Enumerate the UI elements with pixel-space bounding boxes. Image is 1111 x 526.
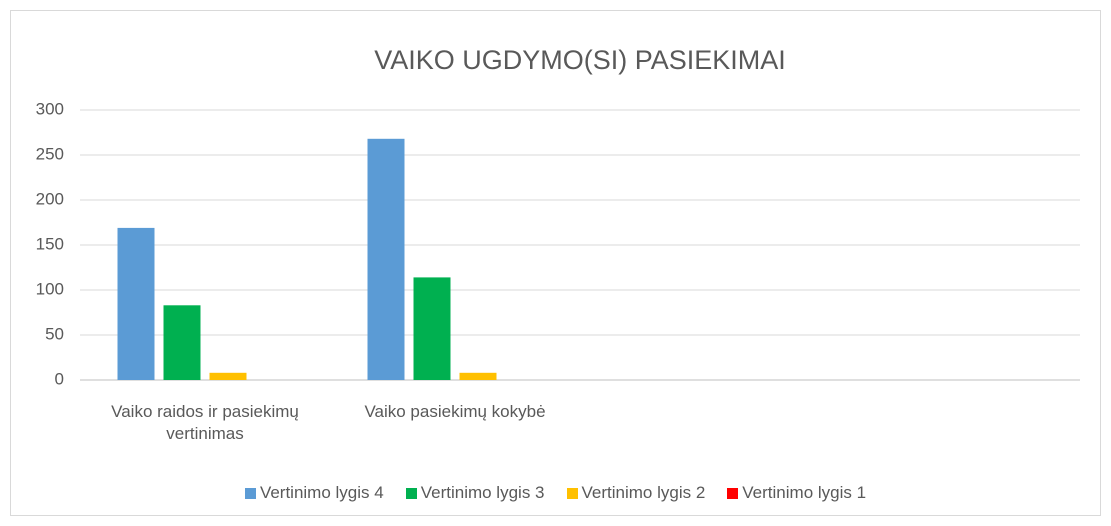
- legend-label: Vertinimo lygis 3: [420, 483, 545, 502]
- y-tick-label: 300: [36, 99, 64, 118]
- legend-item: Vertinimo lygis 4: [244, 483, 384, 503]
- bar: [459, 372, 497, 380]
- bar: [209, 372, 247, 380]
- legend-swatch: [566, 487, 578, 499]
- legend-swatch: [244, 487, 256, 499]
- legend-swatch: [727, 487, 739, 499]
- y-tick-label: 0: [55, 369, 64, 388]
- x-tick-label: Vaiko pasiekimų kokybė: [364, 402, 546, 421]
- chart-title: VAIKO UGDYMO(SI) PASIEKIMAI: [374, 45, 786, 75]
- y-tick-label: 100: [36, 279, 64, 298]
- chart-border: [10, 10, 1101, 516]
- legend-label: Vertinimo lygis 1: [742, 483, 867, 502]
- legend-item: Vertinimo lygis 2: [566, 483, 706, 503]
- bar: [117, 227, 155, 380]
- y-tick-label: 50: [45, 324, 64, 343]
- legend-label: Vertinimo lygis 4: [259, 483, 384, 502]
- legend-item: Vertinimo lygis 3: [405, 483, 545, 503]
- y-tick-label: 250: [36, 144, 64, 163]
- y-tick-label: 200: [36, 189, 64, 208]
- legend: Vertinimo lygis 4 Vertinimo lygis 3 Vertin…: [0, 483, 1111, 503]
- legend-item: Vertinimo lygis 1: [727, 483, 866, 503]
- bar: [413, 277, 451, 380]
- bar: [367, 138, 405, 380]
- x-tick-label: Vaiko raidos ir pasiekimų vertinimas: [111, 402, 299, 443]
- bar: [163, 305, 201, 380]
- legend-label: Vertinimo lygis 2: [581, 483, 706, 502]
- y-tick-label: 150: [36, 234, 64, 253]
- legend-swatch: [405, 487, 417, 499]
